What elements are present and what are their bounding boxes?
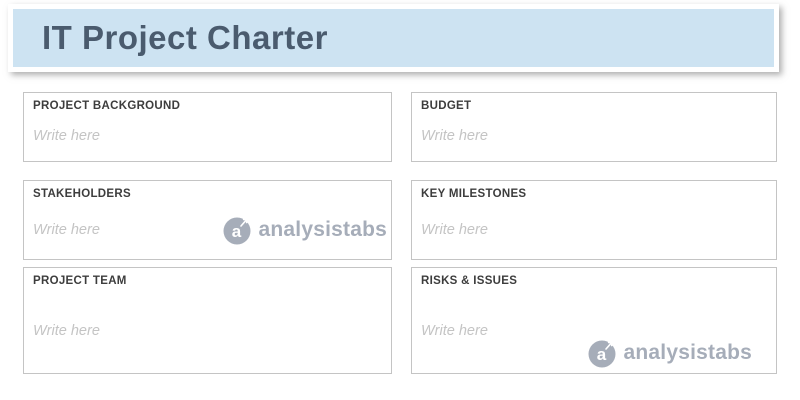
write-here-placeholder[interactable]: Write here xyxy=(33,221,100,238)
write-here-placeholder[interactable]: Write here xyxy=(421,221,488,238)
section-title: PROJECT BACKGROUND xyxy=(33,100,181,112)
analysistabs-watermark: a analysistabs xyxy=(223,215,387,245)
section-stakeholders: STAKEHOLDERS Write here a analysistabs xyxy=(23,180,392,260)
analysistabs-brand-text: analysistabs xyxy=(623,341,752,364)
section-title: PROJECT TEAM xyxy=(33,275,127,287)
svg-text:a: a xyxy=(231,222,241,241)
section-budget: BUDGET Write here xyxy=(411,92,777,162)
write-here-placeholder[interactable]: Write here xyxy=(33,128,100,145)
analysistabs-logo-icon: a xyxy=(588,340,616,368)
analysistabs-watermark: a analysistabs xyxy=(588,338,752,368)
section-key-milestones: KEY MILESTONES Write here xyxy=(411,180,777,260)
analysistabs-logo-icon: a xyxy=(223,217,251,245)
write-here-placeholder[interactable]: Write here xyxy=(33,322,100,339)
header-banner xyxy=(8,4,779,72)
write-here-placeholder[interactable]: Write here xyxy=(421,322,488,339)
page-title: IT Project Charter xyxy=(42,19,328,56)
analysistabs-brand-text: analysistabs xyxy=(258,218,387,241)
section-title: BUDGET xyxy=(421,100,472,112)
section-title: RISKS & ISSUES xyxy=(421,275,518,287)
section-title: KEY MILESTONES xyxy=(421,188,527,200)
section-project-background: PROJECT BACKGROUND Write here xyxy=(23,92,392,162)
section-project-team: PROJECT TEAM Write here xyxy=(23,267,392,374)
section-risks-issues: RISKS & ISSUES Write here a analysistabs xyxy=(411,267,777,374)
write-here-placeholder[interactable]: Write here xyxy=(421,128,488,145)
svg-text:a: a xyxy=(596,345,606,364)
header-banner-fill xyxy=(13,9,774,67)
section-title: STAKEHOLDERS xyxy=(33,188,131,200)
